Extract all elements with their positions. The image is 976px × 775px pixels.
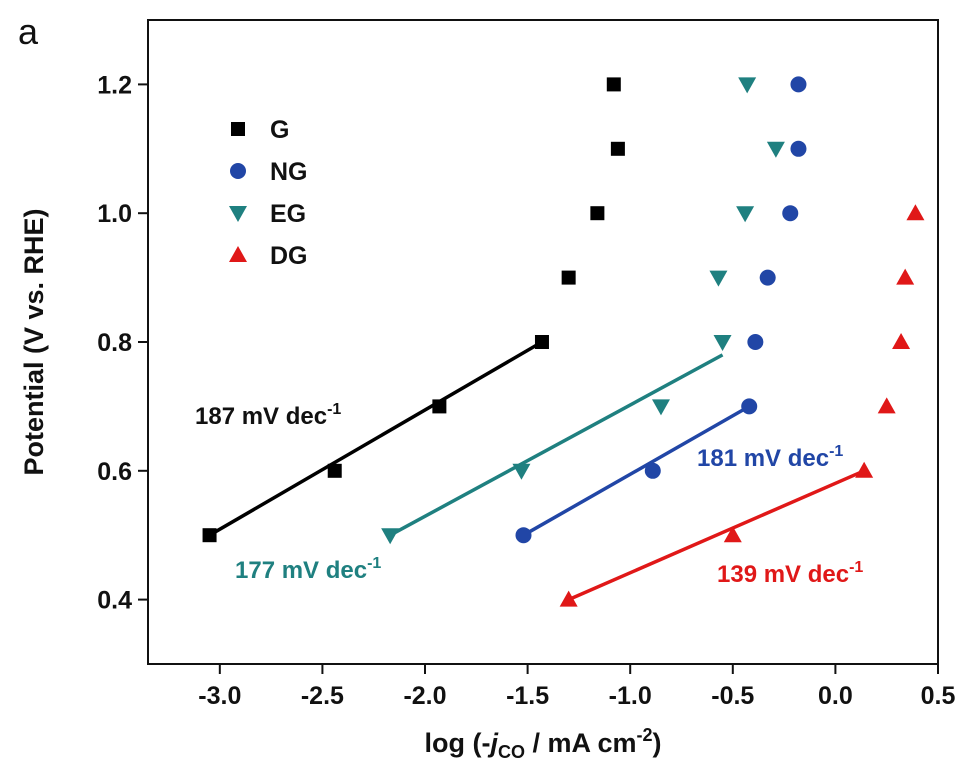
point-dg [855, 461, 874, 478]
x-axis-title-suffix: / mA cm [525, 728, 637, 758]
point-g [202, 528, 217, 543]
y-tick-label: 0.8 [97, 329, 132, 357]
point-ng [644, 462, 661, 479]
y-axis-title: Potential (V vs. RHE) [19, 208, 49, 475]
x-axis-title-sub: CO [498, 742, 525, 762]
point-eg [512, 463, 531, 480]
point-g [606, 77, 621, 92]
point-dg [896, 268, 915, 285]
point-ng [790, 140, 807, 157]
y-tick-label: 1.2 [97, 71, 132, 99]
fit-line-dg [567, 469, 865, 602]
x-tick-label: -3.0 [198, 682, 241, 710]
legend: G NG EG DG [229, 116, 308, 270]
point-g [327, 463, 342, 478]
slope-label-eg: 177 mV dec-1 [235, 555, 381, 584]
legend-marker-dg [229, 246, 247, 262]
slope-label-dg: 139 mV dec-1 [717, 559, 863, 588]
point-g [432, 399, 447, 414]
y-tick-label: 0.4 [97, 587, 132, 615]
point-eg [709, 270, 728, 287]
x-tick-label: -2.5 [301, 682, 344, 710]
x-tick-label: -2.0 [403, 682, 446, 710]
point-g [610, 141, 625, 156]
panel-label: a [18, 11, 39, 52]
legend-marker-ng [230, 163, 246, 179]
point-dg [892, 333, 911, 349]
slope-annotations: 187 mV dec-1 181 mV dec-1 177 mV dec-1 139 … [195, 401, 863, 588]
tick-group: -3.0 -2.5 -2.0 -1.5 -1.0 -0.5 0.0 0.5 0.4 0.6 0.8 1… [97, 71, 955, 710]
x-axis-title-prefix: log (- [424, 728, 490, 758]
point-ng [759, 269, 776, 286]
point-eg [651, 399, 670, 416]
x-tick-label: -1.5 [506, 682, 549, 710]
point-dg [906, 204, 925, 221]
legend-label-eg: EG [270, 200, 306, 228]
x-axis-title: log (-jCO / mA cm-2) [424, 725, 661, 762]
fit-line-ng [522, 404, 751, 537]
point-ng [747, 334, 764, 350]
point-dg [877, 397, 896, 414]
legend-label-g: G [270, 116, 289, 144]
point-dg [559, 590, 578, 607]
legend-label-dg: DG [270, 242, 308, 270]
fit-line-eg [389, 353, 724, 537]
point-eg [713, 335, 732, 351]
point-g [590, 206, 605, 221]
point-ng [782, 205, 799, 222]
point-eg [381, 528, 400, 545]
point-eg [766, 141, 785, 158]
point-eg [738, 77, 757, 94]
y-tick-label: 1.0 [97, 200, 132, 228]
x-axis-title-close: ) [653, 728, 662, 758]
x-tick-label: -0.5 [711, 682, 754, 710]
point-g [561, 270, 576, 285]
point-g [534, 335, 549, 349]
fit-line-g [208, 340, 543, 537]
slope-label-g: 187 mV dec-1 [195, 401, 341, 430]
point-ng [515, 527, 532, 544]
point-ng [741, 398, 758, 415]
legend-marker-g [231, 122, 245, 136]
x-tick-label: -1.0 [609, 682, 652, 710]
fit-lines [208, 340, 865, 602]
point-ng [790, 76, 807, 93]
x-tick-label: 0.0 [818, 682, 853, 710]
legend-marker-eg [229, 206, 247, 222]
slope-label-ng: 181 mV dec-1 [697, 443, 843, 472]
x-tick-label: 0.5 [921, 682, 956, 710]
y-tick-label: 0.6 [97, 458, 132, 486]
data-points [202, 76, 925, 607]
point-dg [723, 526, 742, 543]
x-axis-title-var: j [487, 728, 498, 758]
legend-label-ng: NG [270, 158, 308, 186]
point-eg [736, 206, 755, 223]
x-axis-title-sup: -2 [637, 725, 653, 745]
